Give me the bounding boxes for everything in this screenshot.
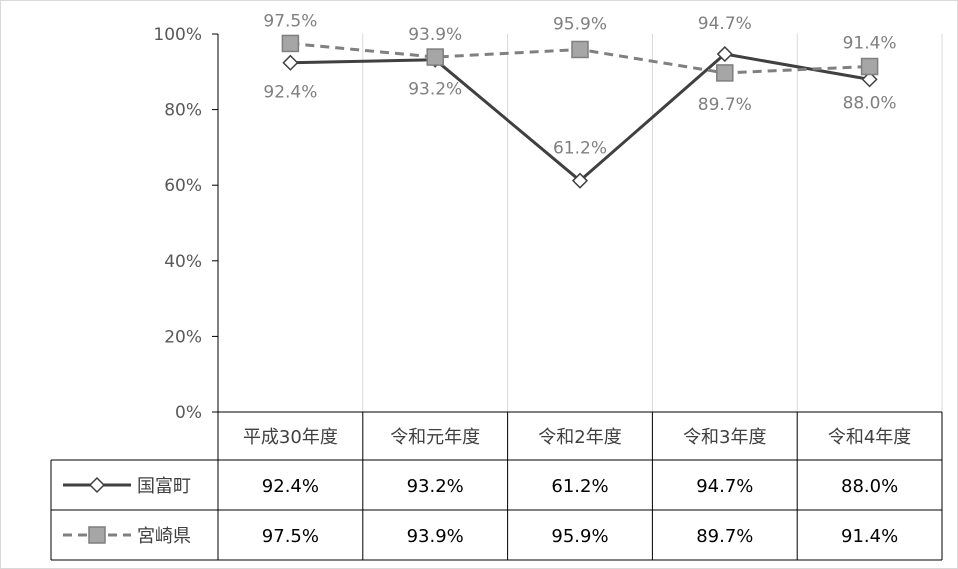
marker-kunitomi [571,172,589,189]
table-cell-miyazaki: 91.4% [841,526,898,547]
data-label-miyazaki: 95.9% [553,14,607,34]
table-cell-miyazaki: 97.5% [262,526,319,547]
data-label-miyazaki: 97.5% [263,11,317,31]
table-cell-kunitomi: 88.0% [841,476,898,497]
marker-miyazaki [860,57,879,76]
category-label: 令和2年度 [538,427,621,448]
marker-kunitomi [716,45,733,63]
table-cell-kunitomi: 92.4% [262,476,319,497]
marker-miyazaki [716,64,734,82]
series-line-kunitomi [290,52,870,183]
legend-label-kunitomi: 国富町 [137,476,191,497]
data-label-kunitomi: 88.0% [843,93,897,113]
y-tick-label: 0% [175,403,202,423]
marker-kunitomi [861,71,878,88]
marker-miyazaki [571,40,589,59]
table-cell-miyazaki: 93.9% [407,526,464,547]
data-label-kunitomi: 92.4% [263,83,317,103]
data-label-miyazaki: 91.4% [843,34,897,54]
y-tick-label: 60% [164,176,202,196]
data-label-kunitomi: 61.2% [553,139,607,159]
category-label: 令和元年度 [390,427,480,448]
y-tick-label: 20% [164,327,202,347]
category-label: 平成30年度 [243,427,338,448]
legend-label-miyazaki: 宮崎県 [137,526,191,547]
data-label-kunitomi: 93.2% [408,80,462,100]
table-cell-kunitomi: 61.2% [551,476,608,497]
data-label-miyazaki: 89.7% [698,95,752,115]
marker-miyazaki [281,34,300,53]
legend-marker-miyazaki [88,526,106,544]
marker-miyazaki [426,48,444,66]
y-tick-label: 80% [164,101,202,121]
table-cell-kunitomi: 93.2% [407,476,464,497]
table-cell-kunitomi: 94.7% [696,476,753,497]
y-tick-label: 40% [164,252,202,272]
marker-kunitomi [282,54,299,71]
data-label-miyazaki: 93.9% [408,25,462,45]
legend-marker-kunitomi [88,476,106,494]
table-cell-miyazaki: 89.7% [696,526,753,547]
data-label-kunitomi: 94.7% [698,14,752,34]
table-cell-miyazaki: 95.9% [551,526,608,547]
y-tick-label: 100% [153,25,202,45]
category-label: 令和4年度 [828,427,911,448]
category-label: 令和3年度 [683,427,766,448]
